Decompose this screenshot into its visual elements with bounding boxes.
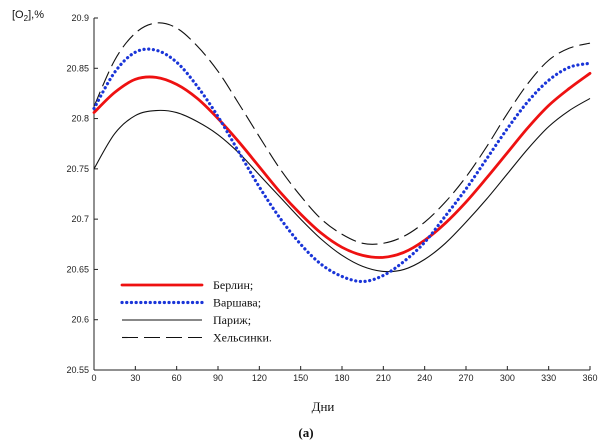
legend: Берлин; Варшава; Париж; Хельсинки. bbox=[120, 278, 272, 345]
y-tick-label: 20.65 bbox=[66, 264, 89, 274]
x-tick-label: 330 bbox=[541, 373, 556, 383]
legend-label: Варшава; bbox=[213, 296, 261, 310]
legend-label: Берлин; bbox=[213, 278, 253, 292]
x-tick-label: 0 bbox=[91, 373, 96, 383]
y-tick-label: 20.85 bbox=[66, 63, 89, 73]
x-tick-label: 240 bbox=[417, 373, 432, 383]
legend-label: Хельсинки. bbox=[213, 331, 272, 345]
x-tick-label: 120 bbox=[252, 373, 267, 383]
y-axis-label: [O2],% bbox=[12, 9, 44, 23]
figure-caption: (a) bbox=[298, 425, 313, 440]
legend-label: Париж; bbox=[213, 313, 251, 327]
x-tick-label: 30 bbox=[130, 373, 140, 383]
series-line bbox=[92, 71, 592, 259]
series-line bbox=[93, 97, 591, 273]
x-tick-label: 270 bbox=[458, 373, 473, 383]
y-tick-label: 20.55 bbox=[66, 365, 89, 375]
x-tick-label: 60 bbox=[172, 373, 182, 383]
y-tick-label: 20.6 bbox=[71, 315, 89, 325]
y-tick-label: 20.9 bbox=[71, 13, 89, 23]
y-tick-label: 20.7 bbox=[71, 214, 89, 224]
x-axis-label: Дни bbox=[312, 399, 335, 414]
series-line bbox=[92, 47, 592, 284]
x-tick-label: 90 bbox=[213, 373, 223, 383]
x-tick-label: 180 bbox=[334, 373, 349, 383]
y-tick-label: 20.8 bbox=[71, 114, 89, 124]
axes-layer: 20.55 20.6 20.65 20.7 20.75 20.8 20.85 20.9 0 30 6… bbox=[66, 13, 597, 383]
x-tick-label: 210 bbox=[376, 373, 391, 383]
x-tick-label: 360 bbox=[582, 373, 597, 383]
series-layer bbox=[92, 22, 592, 284]
y-tick-label: 20.75 bbox=[66, 164, 89, 174]
x-tick-label: 150 bbox=[293, 373, 308, 383]
x-tick-label: 300 bbox=[500, 373, 515, 383]
series-line bbox=[93, 22, 591, 245]
